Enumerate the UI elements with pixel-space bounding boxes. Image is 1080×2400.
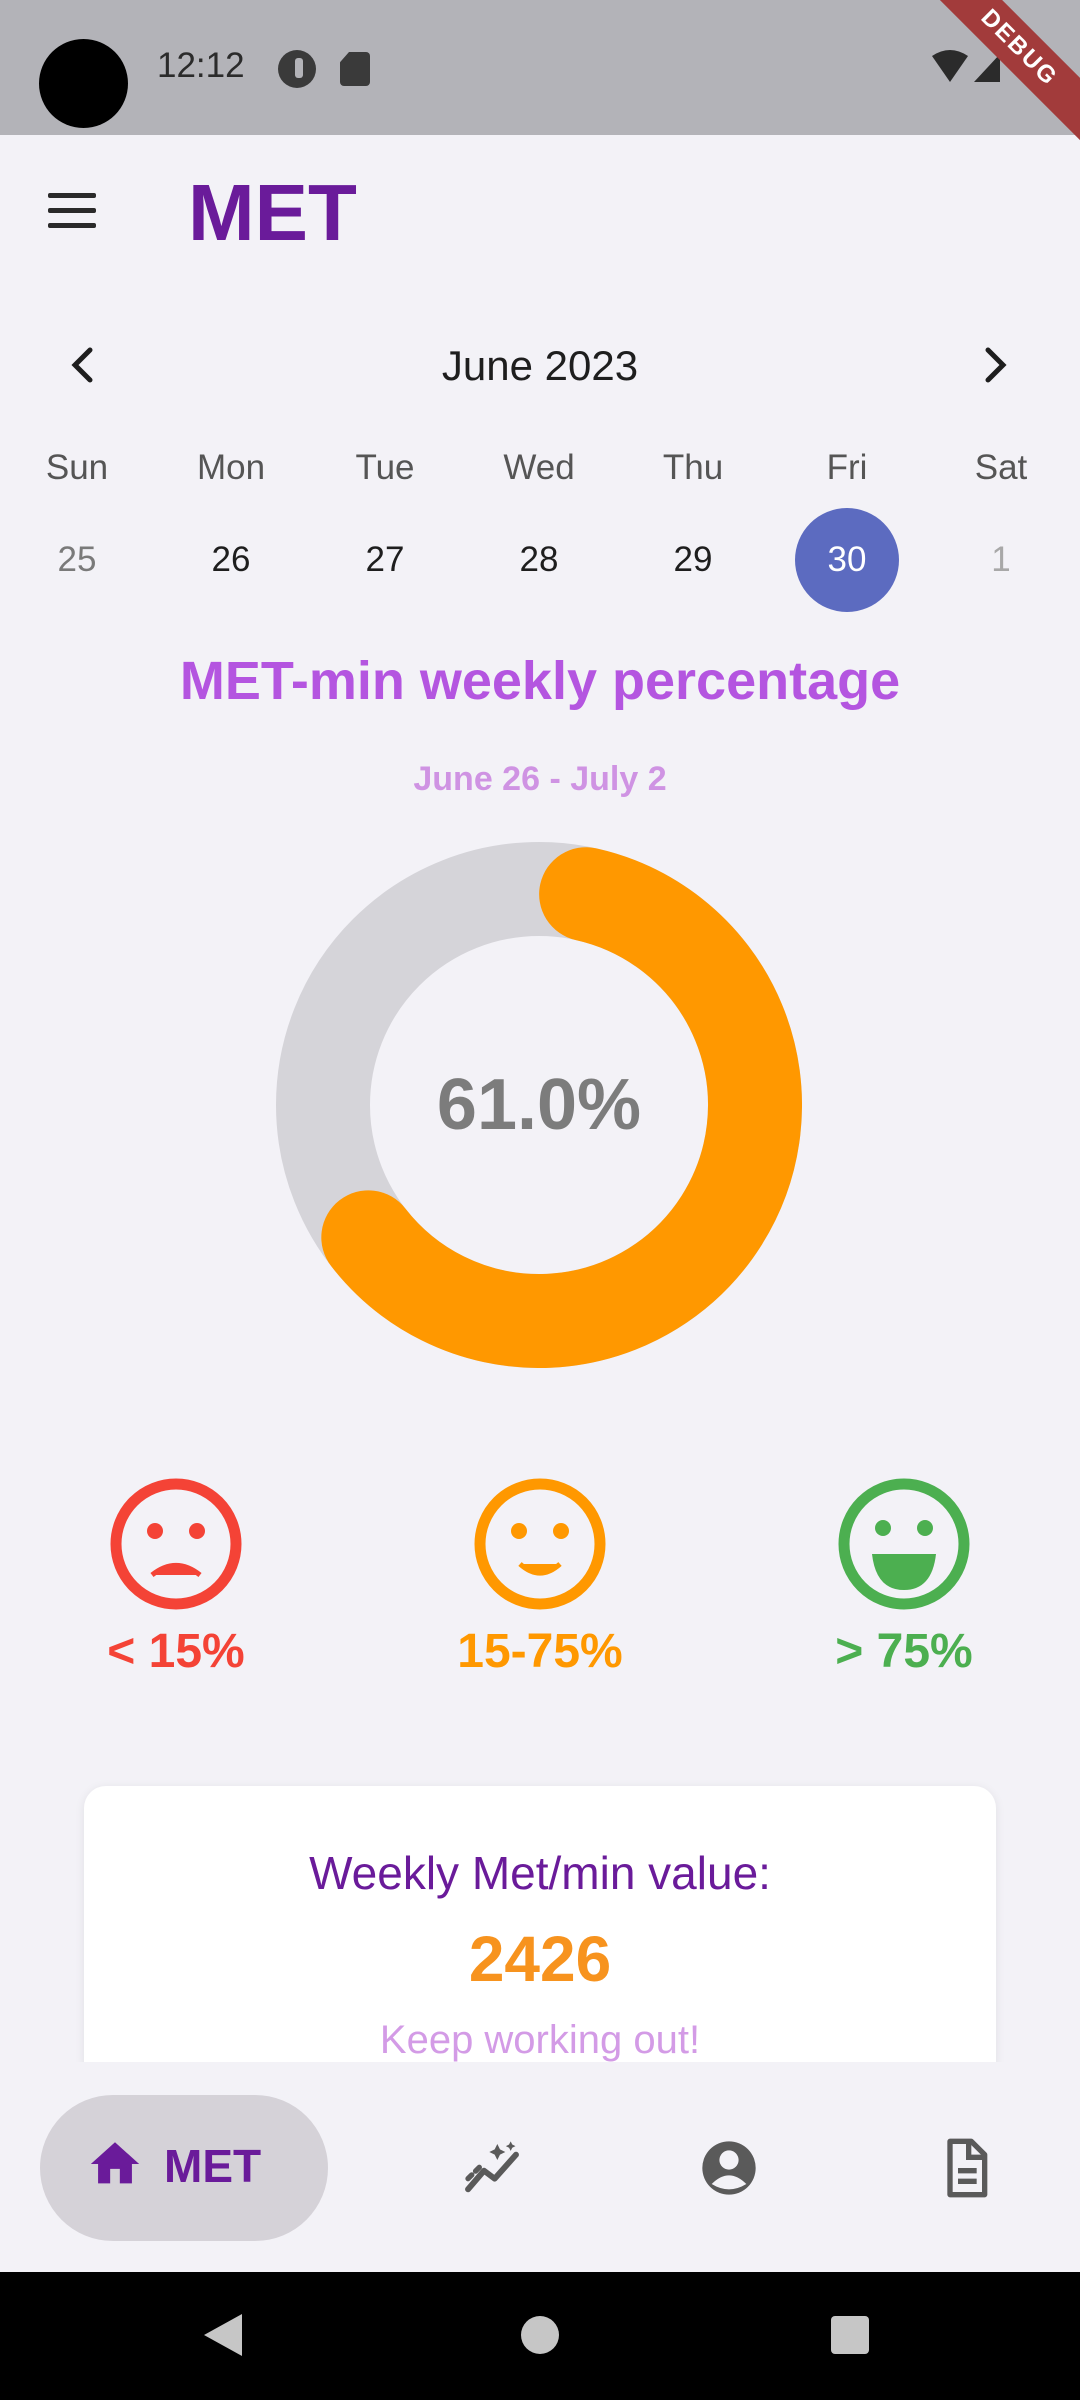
weekly-met-value: 2426 <box>468 1923 612 1995</box>
selected-date-label: 30 <box>795 508 899 612</box>
date-cell[interactable]: 1 <box>991 540 1011 579</box>
weekday-label: Fri <box>826 448 868 487</box>
sd-card-icon <box>340 52 370 86</box>
nav-item-met-label: MET <box>164 2140 262 2192</box>
weekly-summary-card: Weekly Met/min value: 2426 Keep working … <box>84 1786 996 2066</box>
chevron-left-icon[interactable] <box>58 340 108 390</box>
donut-center-label: 61.0% <box>436 1065 642 1145</box>
weekday-label: Tue <box>355 448 415 487</box>
weekday-label: Mon <box>196 448 266 487</box>
happy-face-icon <box>838 1478 970 1610</box>
weekday-label: Sun <box>45 448 109 487</box>
chevron-right-icon[interactable] <box>970 340 1020 390</box>
weekday-label: Wed <box>503 448 575 487</box>
back-icon[interactable] <box>204 2314 242 2356</box>
date-cell[interactable]: 25 <box>57 540 97 579</box>
app-title: MET <box>188 168 357 257</box>
date-cell[interactable]: 27 <box>365 540 405 579</box>
recents-icon[interactable] <box>831 2316 869 2354</box>
legend-high-label: > 75% <box>835 1625 973 1678</box>
app-bar: MET <box>0 135 1080 285</box>
system-navigation-bar <box>0 2272 1080 2400</box>
date-cell[interactable]: 26 <box>211 540 251 579</box>
sparkline-icon[interactable] <box>460 2136 524 2200</box>
neutral-face-icon <box>474 1478 606 1610</box>
date-cell-selected[interactable]: 30 <box>770 508 924 612</box>
status-time: 12:12 <box>157 46 245 85</box>
date-cell[interactable]: 29 <box>673 540 713 579</box>
legend-low-label: < 15% <box>107 1625 245 1678</box>
donut-progress-arc <box>321 847 802 1368</box>
donut-chart <box>276 842 802 1368</box>
card-title: Weekly Met/min value: <box>309 1847 771 1899</box>
document-icon[interactable] <box>934 2136 998 2200</box>
home-circle-icon[interactable] <box>521 2316 559 2354</box>
chart-title: MET-min weekly percentage <box>179 651 901 711</box>
weekday-label: Sat <box>974 448 1028 487</box>
calendar-month: June 2023 <box>441 342 639 389</box>
home-icon <box>90 2142 140 2184</box>
legend-mid-label: 15-75% <box>457 1625 623 1678</box>
chart-date-range: June 26 - July 2 <box>413 760 667 798</box>
camera-cutout <box>39 39 128 128</box>
wifi-signal-battery-icon <box>932 50 1000 82</box>
menu-icon[interactable] <box>48 193 98 229</box>
date-cell[interactable]: 28 <box>519 540 559 579</box>
app-notification-icon <box>278 50 316 88</box>
bottom-navigation: MET <box>0 2062 1080 2272</box>
weekday-label: Thu <box>662 448 724 487</box>
account-icon[interactable] <box>697 2136 761 2200</box>
motivation-message: Keep working out! <box>379 2018 701 2062</box>
status-bar: 12:12 DEBUG <box>0 0 1080 145</box>
calendar-header: June 2023 <box>0 330 1080 400</box>
nav-item-met[interactable]: MET <box>40 2095 328 2241</box>
sad-face-icon <box>110 1478 242 1610</box>
